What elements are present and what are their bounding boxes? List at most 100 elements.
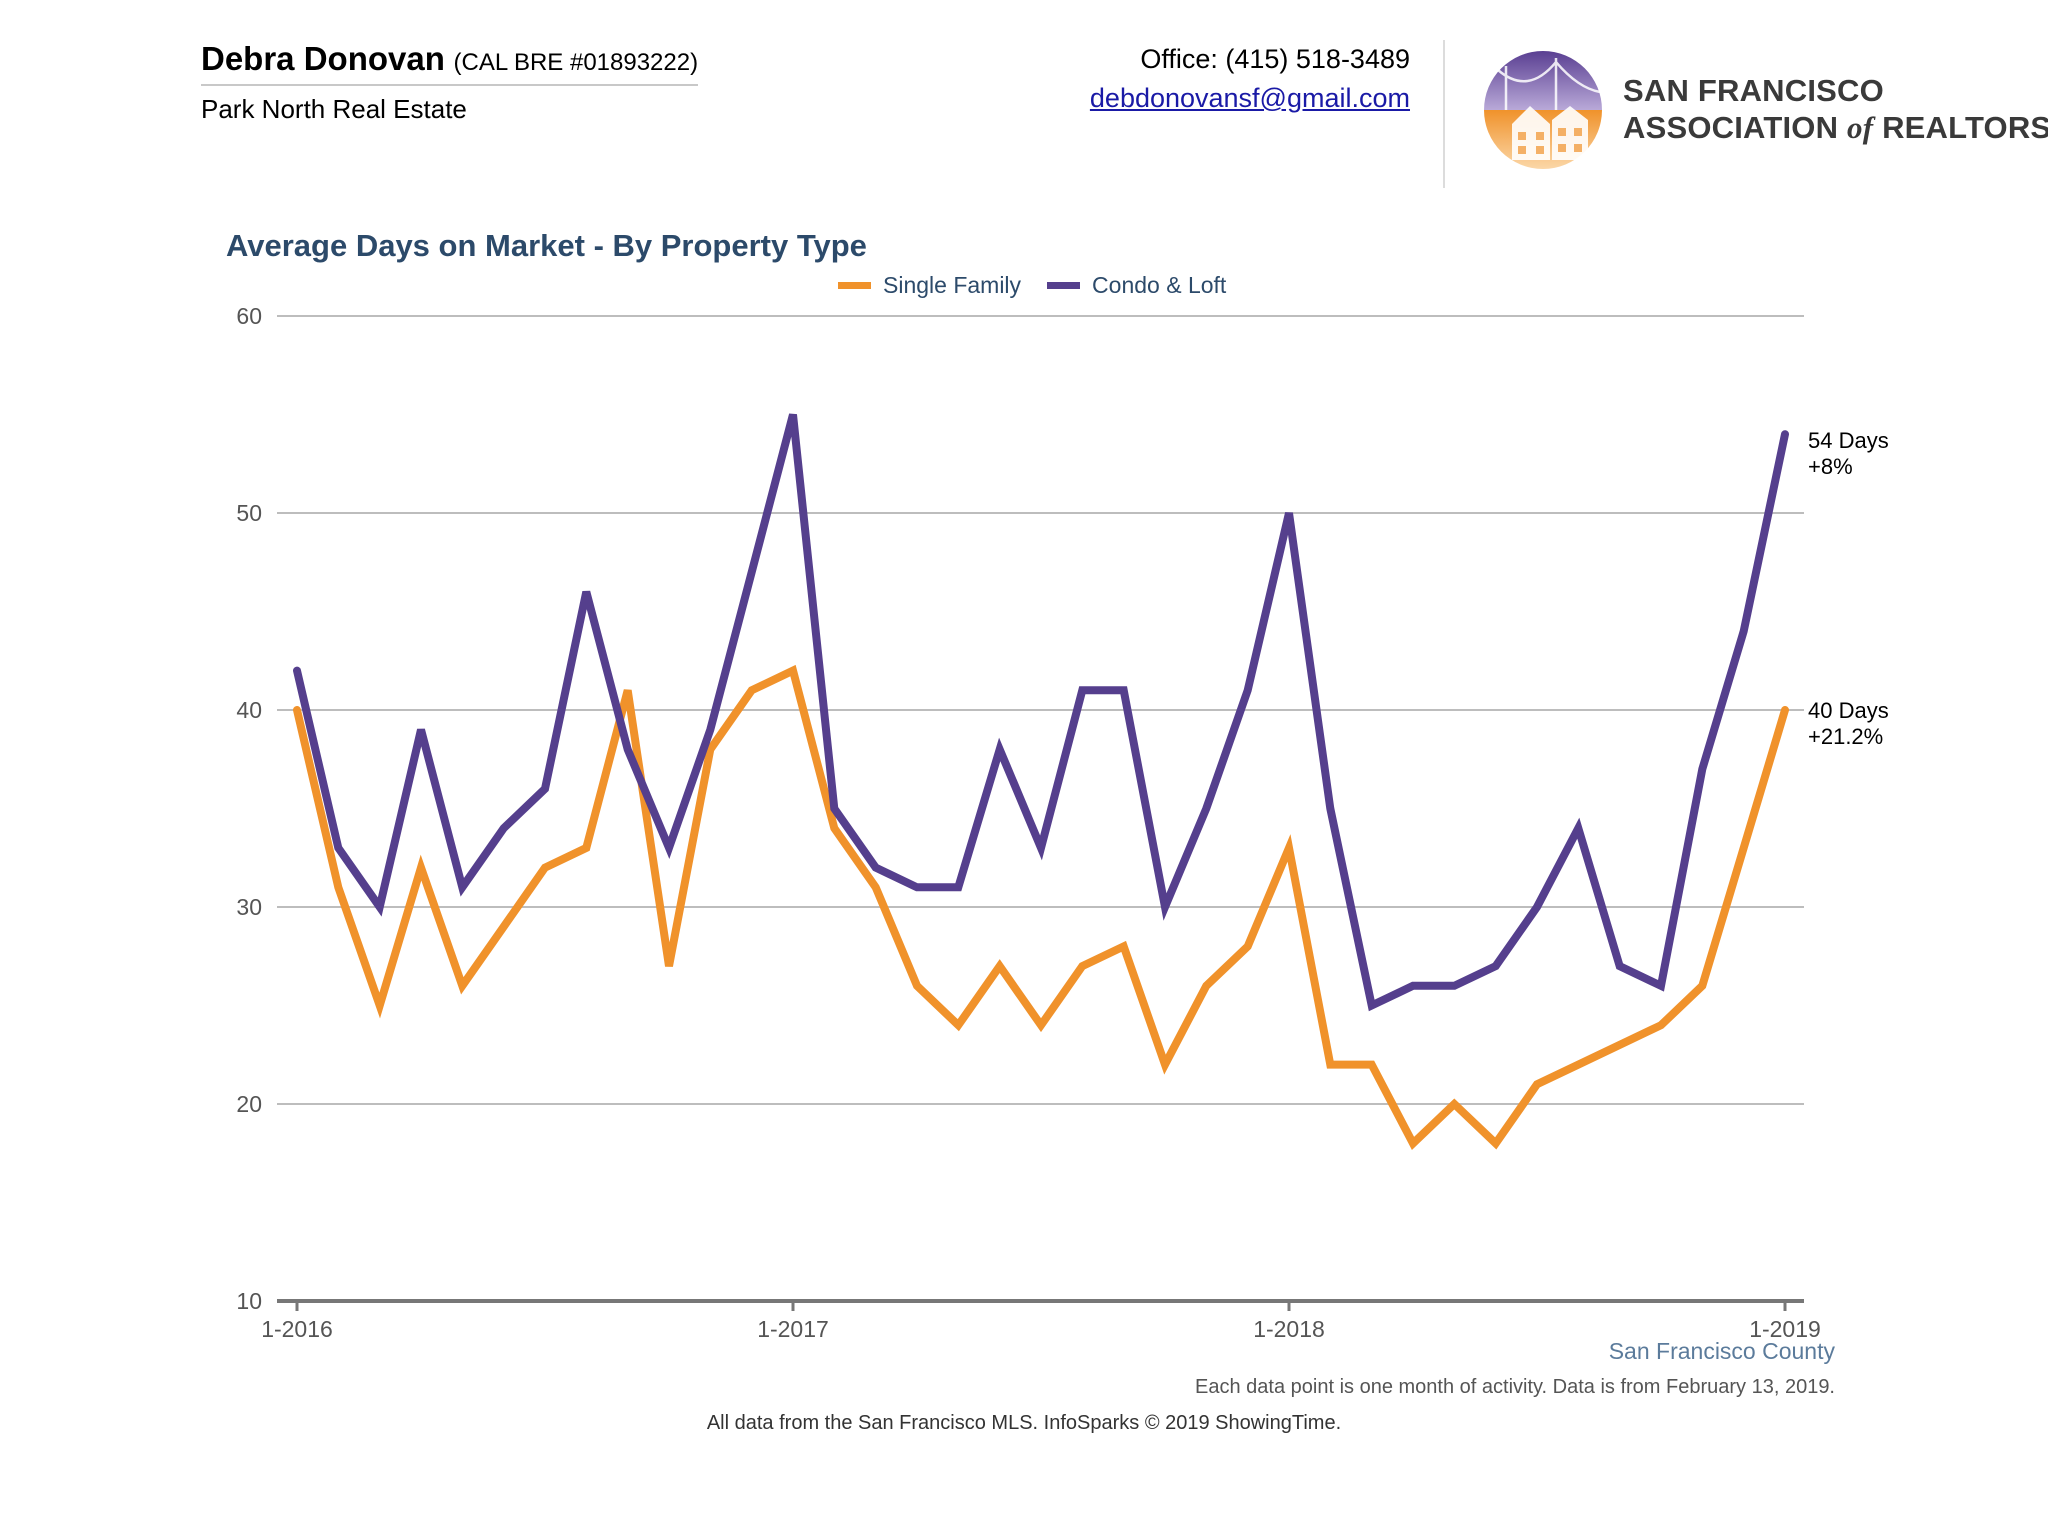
contact-block: Office: (415) 518-3489 debdonovansf@gmai… <box>1090 44 1410 114</box>
data-point-single-family-8-2018 <box>1577 1064 1579 1066</box>
data-point-single-family-6-2016 <box>503 926 505 928</box>
data-point-condo-loft-1-2018 <box>1288 512 1290 514</box>
end-label-single-family: 40 Days +21.2% <box>1808 698 1889 750</box>
data-point-single-family-9-2016 <box>627 689 629 691</box>
data-point-condo-loft-10-2016 <box>668 847 670 849</box>
x-tick-label-1-2018: 1-2018 <box>1253 1316 1325 1342</box>
data-point-condo-loft-3-2017 <box>875 867 877 869</box>
data-point-condo-loft-5-2017 <box>957 886 959 888</box>
chart-legend: Single Family Condo & Loft <box>838 272 1252 299</box>
agent-company: Park North Real Estate <box>201 94 467 124</box>
data-point-condo-loft-11-2018 <box>1701 768 1703 770</box>
data-point-single-family-10-2018 <box>1660 1024 1662 1026</box>
data-point-single-family-11-2017 <box>1205 985 1207 987</box>
data-point-condo-loft-7-2017 <box>1040 847 1042 849</box>
sfar-wordmark-of: of <box>1847 110 1874 145</box>
data-point-single-family-12-2018 <box>1743 847 1745 849</box>
data-point-condo-loft-2-2017 <box>833 808 835 809</box>
y-tick-label-30: 30 <box>236 894 262 920</box>
data-point-single-family-5-2018 <box>1453 1103 1455 1105</box>
data-point-single-family-10-2016 <box>668 965 670 967</box>
agent-name: Debra Donovan <box>201 40 445 77</box>
end-label-condo-loft-change: +8% <box>1808 454 1853 479</box>
legend-label-single-family: Single Family <box>883 272 1022 298</box>
data-point-condo-loft-9-2018 <box>1619 965 1621 967</box>
data-point-condo-loft-8-2017 <box>1081 689 1083 691</box>
data-point-condo-loft-3-2016 <box>379 906 381 908</box>
y-tick-label-60: 60 <box>236 303 262 329</box>
data-point-condo-loft-12-2017 <box>1247 689 1249 691</box>
data-point-single-family-3-2016 <box>379 1005 381 1006</box>
data-point-condo-loft-11-2016 <box>709 729 711 731</box>
data-point-condo-loft-3-2018 <box>1371 1005 1373 1006</box>
agent-block: Debra Donovan (CAL BRE #01893222) Park N… <box>201 40 698 125</box>
data-point-single-family-3-2017 <box>875 886 877 888</box>
x-tick-label-1-2016: 1-2016 <box>261 1316 333 1342</box>
source-footer: All data from the San Francisco MLS. Inf… <box>706 1412 1342 1434</box>
end-label-single-family-change: +21.2% <box>1808 724 1884 749</box>
data-point-single-family-7-2016 <box>544 867 546 869</box>
end-label-condo-loft-days: 54 Days <box>1808 428 1889 453</box>
office-phone: Office: (415) 518-3489 <box>1140 44 1410 74</box>
agent-divider <box>201 84 698 86</box>
data-point-single-family-10-2017 <box>1164 1064 1166 1066</box>
data-point-single-family-6-2017 <box>999 965 1001 967</box>
sfar-wordmark-realtors: REALTORS <box>1873 110 2048 145</box>
data-point-single-family-4-2017 <box>916 985 918 987</box>
data-note: Each data point is one month of activity… <box>1195 1376 1835 1398</box>
data-point-condo-loft-12-2018 <box>1743 630 1745 632</box>
data-point-condo-loft-1-2016 <box>296 670 298 672</box>
x-tick-label-1-2019: 1-2019 <box>1749 1316 1821 1342</box>
data-point-single-family-7-2017 <box>1040 1024 1042 1026</box>
data-point-condo-loft-6-2017 <box>999 748 1001 750</box>
legend-item-single-family: Single Family <box>838 272 1021 299</box>
data-point-single-family-12-2017 <box>1247 945 1249 947</box>
data-point-condo-loft-7-2016 <box>544 788 546 790</box>
data-point-condo-loft-1-2017 <box>792 414 794 415</box>
legend-swatch-condo-loft <box>1047 282 1081 289</box>
sfar-wordmark-line2: ASSOCIATION of REALTORS® <box>1623 109 2048 146</box>
data-point-condo-loft-12-2016 <box>751 571 753 573</box>
sfar-wordmark: SAN FRANCISCO ASSOCIATION of REALTORS® <box>1623 72 2048 146</box>
data-point-condo-loft-6-2018 <box>1495 965 1497 967</box>
agent-heading: Debra Donovan (CAL BRE #01893222) <box>201 40 698 78</box>
data-point-condo-loft-1-2019 <box>1784 433 1786 435</box>
data-point-single-family-5-2017 <box>957 1024 959 1026</box>
agent-license: (CAL BRE #01893222) <box>453 49 699 76</box>
data-point-condo-loft-10-2017 <box>1164 906 1166 908</box>
data-point-condo-loft-11-2017 <box>1205 808 1207 809</box>
data-point-condo-loft-8-2018 <box>1577 827 1579 829</box>
data-point-condo-loft-10-2018 <box>1660 985 1662 987</box>
end-label-single-family-days: 40 Days <box>1808 698 1889 723</box>
y-tick-label-50: 50 <box>236 500 262 526</box>
data-point-single-family-1-2018 <box>1288 847 1290 849</box>
x-tick-label-1-2017: 1-2017 <box>757 1316 829 1342</box>
data-point-single-family-12-2016 <box>751 689 753 691</box>
legend-swatch-single-family <box>838 282 871 289</box>
data-point-single-family-2-2018 <box>1329 1064 1331 1066</box>
y-tick-label-40: 40 <box>236 697 262 723</box>
data-point-single-family-8-2017 <box>1081 965 1083 967</box>
data-point-condo-loft-9-2017 <box>1123 689 1125 691</box>
region-label: San Francisco County <box>1608 1338 1835 1364</box>
data-point-single-family-2-2017 <box>833 827 835 829</box>
data-point-single-family-11-2016 <box>709 748 711 750</box>
sfar-emblem-icon <box>1484 51 1602 169</box>
sfar-logo: SAN FRANCISCO ASSOCIATION of REALTORS® <box>1478 48 2048 173</box>
y-tick-label-10: 10 <box>236 1288 262 1314</box>
data-point-single-family-6-2018 <box>1495 1142 1497 1144</box>
header-separator <box>1443 40 1445 188</box>
data-point-condo-loft-7-2018 <box>1536 906 1538 908</box>
data-point-single-family-2-2016 <box>337 886 339 888</box>
sfar-wordmark-line1: SAN FRANCISCO <box>1623 73 1884 108</box>
data-point-single-family-7-2018 <box>1536 1083 1538 1085</box>
data-point-single-family-1-2017 <box>792 670 794 672</box>
email-link[interactable]: debdonovansf@gmail.com <box>1089 83 1410 113</box>
data-point-condo-loft-8-2016 <box>585 591 587 593</box>
data-point-condo-loft-5-2018 <box>1453 985 1455 987</box>
data-point-single-family-9-2018 <box>1619 1044 1621 1046</box>
data-point-condo-loft-2-2016 <box>337 847 339 849</box>
data-point-single-family-4-2016 <box>420 867 422 869</box>
data-point-condo-loft-6-2016 <box>503 827 505 829</box>
